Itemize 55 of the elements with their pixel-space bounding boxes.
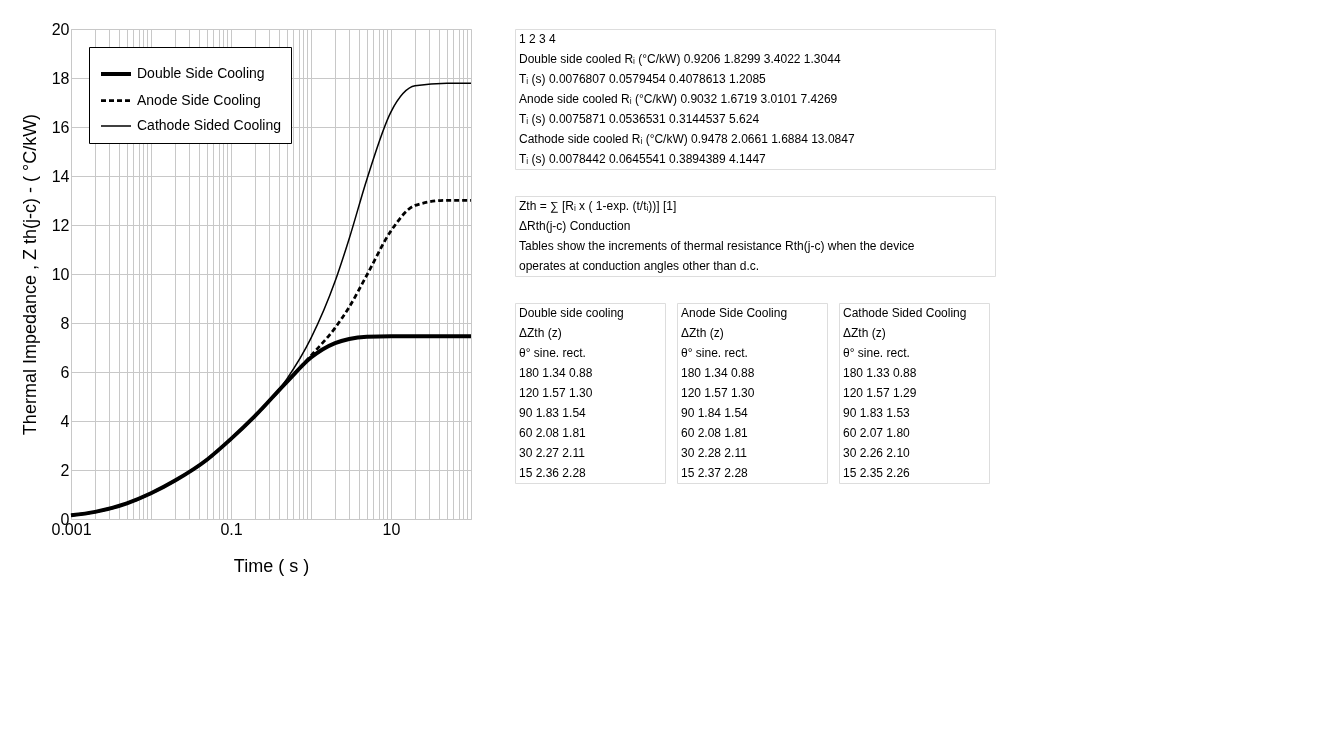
text: Tables show the increments of thermal resistance Rth(j-c) when the device: [519, 239, 915, 253]
x-tick-label: 10: [382, 520, 401, 538]
y-tick-label: 20: [51, 20, 70, 38]
legend-label: Double Side Cooling: [137, 65, 265, 81]
text: 15 2.36 2.28: [519, 466, 587, 480]
text: ΔZth (z): [843, 326, 886, 340]
text: 90 1.83 1.53: [843, 406, 911, 420]
text: 180 1.34 0.88: [519, 366, 593, 380]
text: Tᵢ (s) 0.0075871 0.0536531 0.3144537 5.624: [519, 112, 760, 126]
y-tick-label: 14: [51, 167, 70, 185]
text: Tᵢ (s) 0.0078442 0.0645541 0.3894389 4.1447: [519, 152, 767, 166]
text: Double side cooling: [519, 306, 624, 320]
text: θ° sine. rect.: [843, 346, 910, 360]
legend-label: Anode Side Cooling: [137, 91, 261, 108]
x-tick-label: 0.1: [220, 520, 243, 538]
text: 15 2.35 2.26: [843, 466, 911, 480]
y-tick-label: 16: [51, 118, 70, 136]
text: Anode side cooled Rᵢ (°C/kW) 0.9032 1.6719 3.0101 7.4269: [519, 92, 838, 106]
text: ΔZth (z): [681, 326, 724, 340]
y-axis-title: Thermal Impedance , Z th(j-c) - ( °C/kW): [19, 113, 40, 436]
text: 60 2.07 1.80: [843, 426, 911, 440]
text: ΔZth (z): [519, 326, 562, 340]
text: ΔRth(j-c) Conduction: [519, 219, 631, 233]
text: 1 2 3 4: [519, 32, 557, 46]
text: 90 1.83 1.54: [519, 406, 587, 420]
text: 60 2.08 1.81: [519, 426, 587, 440]
y-tick-label: 18: [51, 69, 70, 87]
y-tick-label: 6: [60, 363, 70, 381]
text: θ° sine. rect.: [681, 346, 748, 360]
text: Double side cooled Rᵢ (°C/kW) 0.9206 1.8299 3.4022 1.3044: [519, 52, 841, 66]
text: Cathode Sided Cooling: [843, 306, 967, 320]
text: 30 2.27 2.11: [519, 446, 586, 460]
text: 90 1.84 1.54: [681, 406, 749, 420]
text: 60 2.08 1.81: [681, 426, 749, 440]
text: Cathode side cooled Rᵢ (°C/kW) 0.9478 2.0661 1.6884 13.0847: [519, 132, 855, 146]
y-tick-label: 10: [51, 265, 70, 283]
y-tick-label: 12: [51, 216, 70, 234]
legend-label: Cathode Sided Cooling: [137, 117, 281, 133]
x-axis-title: Time ( s ): [233, 555, 310, 576]
text: Tᵢ (s) 0.0076807 0.0579454 0.4078613 1.2085: [519, 72, 767, 86]
y-tick-label: 8: [60, 314, 70, 332]
y-tick-label: 2: [60, 461, 70, 479]
text: 30 2.26 2.10: [843, 446, 911, 460]
text: operates at conduction angles other than d.c.: [519, 259, 760, 273]
text: Anode Side Cooling: [681, 306, 788, 320]
text: θ° sine. rect.: [519, 346, 586, 360]
y-tick-label: 4: [60, 412, 70, 430]
text: 30 2.28 2.11: [681, 446, 748, 460]
text: 180 1.34 0.88: [681, 366, 755, 380]
text: 120 1.57 1.29: [843, 386, 917, 400]
text: Zth = ∑ [Rᵢ x ( 1-exp. (t/tᵢ))] [1]: [519, 199, 677, 213]
text: 120 1.57 1.30: [519, 386, 593, 400]
text: 120 1.57 1.30: [681, 386, 755, 400]
text: 15 2.37 2.28: [681, 466, 749, 480]
text: 180 1.33 0.88: [843, 366, 917, 380]
